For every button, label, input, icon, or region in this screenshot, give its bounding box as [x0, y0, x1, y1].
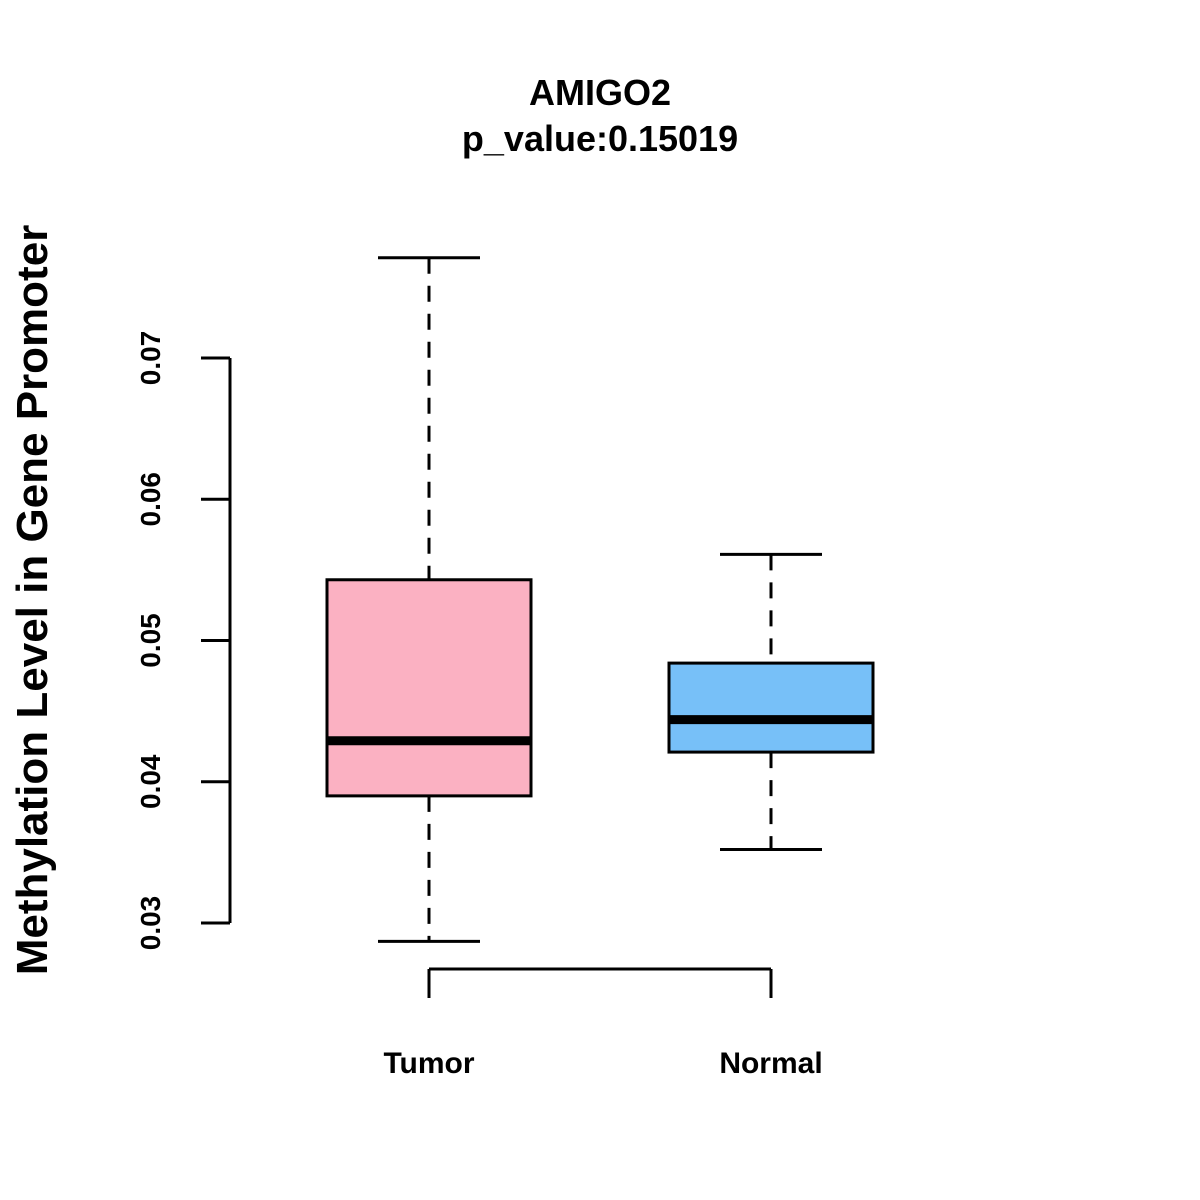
box-group-tumor — [325, 256, 533, 943]
iqr-box-tumor — [325, 578, 533, 798]
y-tick-label: 0.06 — [135, 472, 166, 527]
boxes — [325, 256, 875, 943]
y-tick-label: 0.05 — [135, 613, 166, 668]
chart-title: AMIGO2 — [529, 72, 671, 113]
y-tick-label: 0.03 — [135, 896, 166, 951]
x-axis: Tumor Normal — [383, 967, 823, 1080]
y-axis-label: Methylation Level in Gene Promoter — [8, 225, 57, 976]
y-axis: 0.03 0.04 0.05 0.06 0.07 — [135, 331, 232, 951]
y-tick-label: 0.04 — [135, 754, 166, 809]
x-tick-label-normal: Normal — [719, 1047, 822, 1080]
x-tick-label-tumor: Tumor — [383, 1047, 474, 1080]
iqr-box-normal — [667, 661, 875, 754]
y-tick-label: 0.07 — [135, 331, 166, 386]
box-group-normal — [667, 552, 875, 852]
chart-subtitle: p_value:0.15019 — [462, 118, 738, 159]
